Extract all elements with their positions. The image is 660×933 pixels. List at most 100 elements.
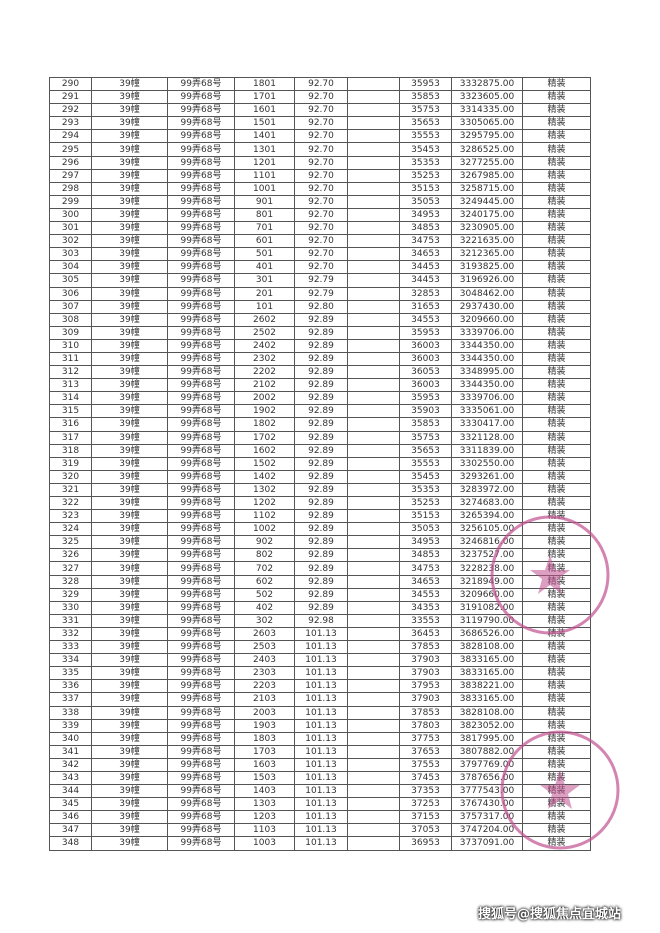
cell-total-price: 3267985.00 [451,168,523,183]
cell-row-number: 294 [49,129,92,144]
cell-area: 92.70 [294,234,348,249]
cell-row-number: 342 [49,757,92,772]
table-row: 332 39幢 99弄68号 2603 101.13 36453 3686526.00 精装 [49,626,591,642]
cell-row-number: 321 [49,482,92,498]
cell-finish: 精装 [522,640,591,655]
cell-unit-price: 37853 [399,705,452,720]
cell-row-number: 344 [49,784,92,799]
cell-total-price: 2937430.00 [451,299,523,314]
cell-row-number: 304 [49,260,92,275]
cell-total-price: 3196926.00 [451,273,523,288]
cell-unit-price: 35253 [399,168,452,183]
cell-building: 39幢 [91,260,168,275]
cell-row-number: 332 [49,626,92,642]
cell-address: 99弄68号 [167,613,235,628]
cell-area: 92.70 [294,194,348,209]
cell-total-price: 3828108.00 [451,640,523,655]
cell-blank [347,653,400,668]
price-list-table: 290 39幢 99弄68号 1801 92.70 35953 3332875.00 精装 29… [49,76,591,851]
cell-room: 1602 [234,443,295,458]
cell-address: 99弄68号 [167,561,235,576]
cell-address: 99弄68号 [167,338,235,353]
cell-unit-price: 37903 [399,653,452,668]
cell-total-price: 3314335.00 [451,103,523,118]
cell-row-number: 322 [49,495,92,511]
cell-row-number: 313 [49,378,92,393]
cell-total-price: 3807882.00 [451,744,523,759]
cell-address: 99弄68号 [167,522,235,537]
cell-building: 39幢 [91,351,168,367]
cell-total-price: 3838221.00 [451,679,523,694]
table-row: 334 39幢 99弄68号 2403 101.13 37903 3833165.00 精装 [49,653,591,668]
cell-building: 39幢 [91,312,168,327]
cell-blank [347,325,400,340]
cell-blank [347,260,400,275]
cell-area: 101.13 [294,692,348,707]
cell-blank [347,640,400,655]
table-row: 326 39幢 99弄68号 802 92.89 34853 3237527.00 精装 [49,548,591,563]
table-row: 318 39幢 99弄68号 1602 92.89 35653 3311839.00 精装 [49,443,591,458]
cell-unit-price: 37803 [399,718,452,733]
cell-area: 101.13 [294,823,348,838]
cell-blank [347,770,400,786]
cell-room: 2402 [234,338,295,353]
cell-unit-price: 37753 [399,731,452,746]
cell-address: 99弄68号 [167,247,235,262]
cell-unit-price: 36003 [399,351,452,367]
cell-finish: 精装 [522,207,591,223]
cell-address: 99弄68号 [167,443,235,458]
cell-area: 92.89 [294,378,348,393]
cell-total-price: 3048462.00 [451,286,523,301]
cell-blank [347,168,400,183]
cell-address: 99弄68号 [167,744,235,759]
cell-total-price: 3686526.00 [451,626,523,642]
cell-address: 99弄68号 [167,797,235,812]
cell-blank [347,155,400,170]
cell-room: 302 [234,613,295,628]
cell-unit-price: 34453 [399,260,452,275]
cell-room: 301 [234,273,295,288]
cell-area: 92.89 [294,338,348,353]
cell-total-price: 3209660.00 [451,587,523,602]
cell-total-price: 3757317.00 [451,810,523,825]
table-row: 325 39幢 99弄68号 902 92.89 34953 3246816.00 精装 [49,535,591,550]
cell-blank [347,600,400,615]
cell-blank [347,286,400,301]
cell-building: 39幢 [91,325,168,340]
cell-area: 101.13 [294,757,348,772]
cell-finish: 精装 [522,260,591,275]
table-row: 337 39幢 99弄68号 2103 101.13 37903 3833165.00 精装 [49,692,591,707]
cell-finish: 精装 [522,495,591,511]
cell-row-number: 317 [49,430,92,445]
cell-blank [347,522,400,537]
cell-total-price: 3286525.00 [451,142,523,157]
cell-total-price: 3230905.00 [451,221,523,236]
cell-finish: 精装 [522,797,591,812]
cell-finish: 精装 [522,351,591,367]
cell-address: 99弄68号 [167,312,235,327]
table-row: 297 39幢 99弄68号 1101 92.70 35253 3267985.00 精装 [49,168,591,183]
cell-unit-price: 35653 [399,443,452,458]
cell-room: 1501 [234,116,295,131]
cell-unit-price: 32853 [399,286,452,301]
cell-room: 1503 [234,770,295,786]
cell-building: 39幢 [91,417,168,432]
cell-total-price: 3767430.00 [451,797,523,812]
cell-blank [347,613,400,628]
table-row: 345 39幢 99弄68号 1303 101.13 37253 3767430.00 精装 [49,797,591,812]
cell-building: 39幢 [91,797,168,812]
cell-address: 99弄68号 [167,600,235,615]
table-row: 291 39幢 99弄68号 1701 92.70 35853 3323605.00 精装 [49,90,591,105]
cell-row-number: 330 [49,600,92,615]
cell-finish: 精装 [522,194,591,209]
cell-finish: 精装 [522,509,591,524]
cell-unit-price: 36453 [399,626,452,642]
cell-finish: 精装 [522,574,591,589]
cell-blank [347,718,400,733]
cell-row-number: 343 [49,770,92,786]
cell-row-number: 311 [49,351,92,367]
cell-unit-price: 35153 [399,181,452,196]
cell-total-price: 3209660.00 [451,312,523,327]
cell-address: 99弄68号 [167,548,235,563]
cell-address: 99弄68号 [167,221,235,236]
